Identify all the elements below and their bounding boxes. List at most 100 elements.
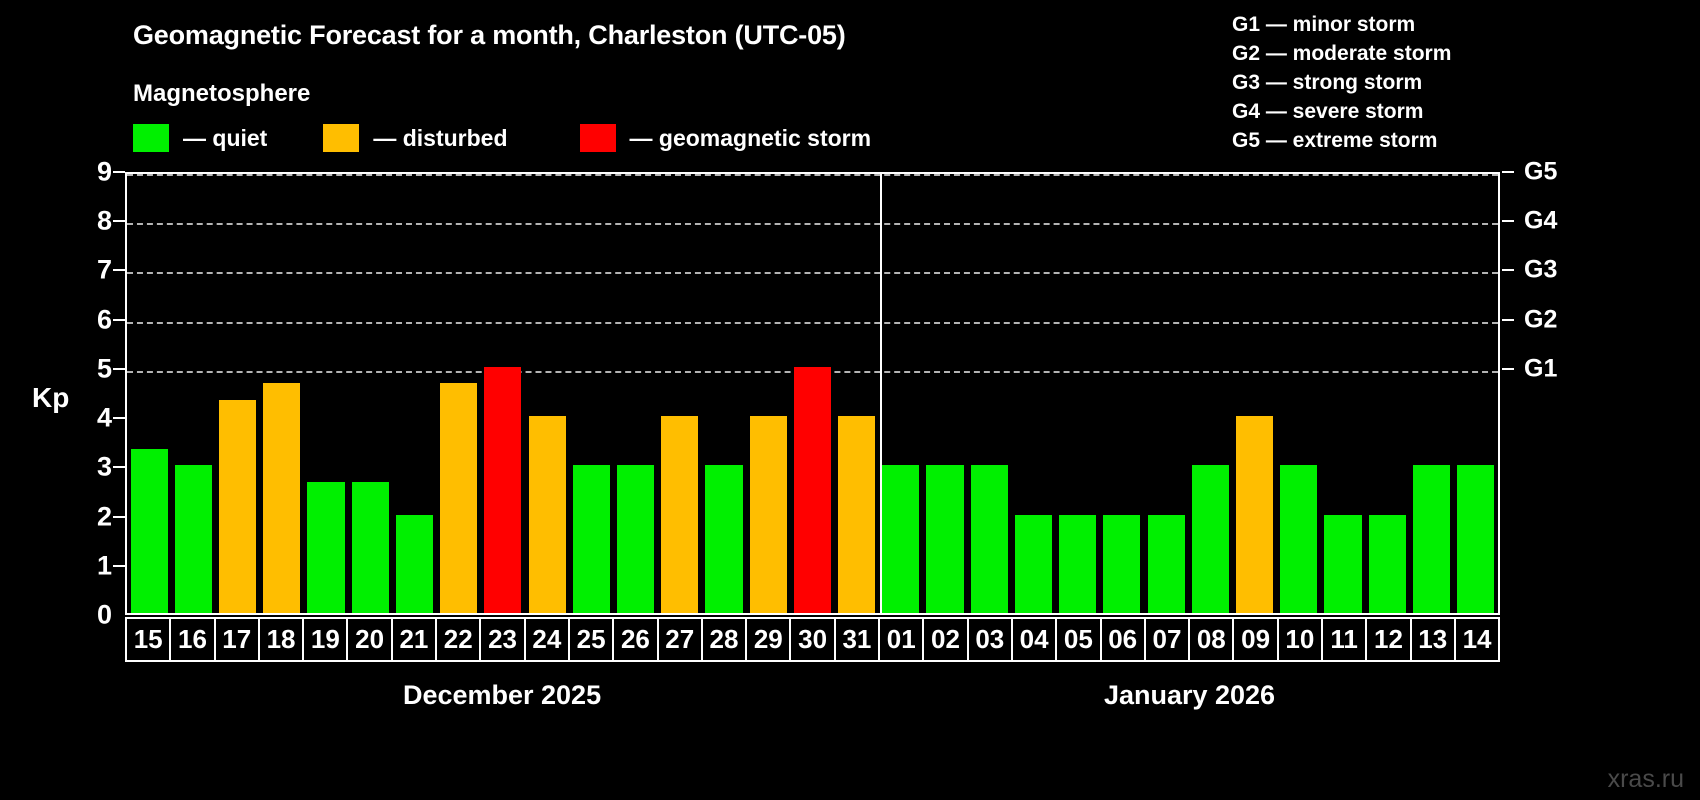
day-label-01[interactable]: 01: [878, 617, 925, 662]
day-label-14[interactable]: 14: [1453, 617, 1501, 662]
bar-day-30[interactable]: [793, 366, 831, 613]
bar-day-05[interactable]: [1059, 514, 1097, 613]
bar-slot: [1321, 174, 1365, 613]
day-label-06[interactable]: 06: [1099, 617, 1146, 662]
y-tick-label-1: 1: [96, 550, 112, 581]
day-label-17[interactable]: 17: [213, 617, 260, 662]
day-label-03[interactable]: 03: [966, 617, 1013, 662]
bar-day-03[interactable]: [970, 465, 1008, 613]
bar-day-22[interactable]: [440, 383, 478, 613]
day-label-18[interactable]: 18: [257, 617, 305, 662]
gridline-kp-8: [127, 223, 1498, 226]
y-tick-label-7: 7: [96, 254, 112, 285]
day-label-21[interactable]: 21: [390, 617, 438, 662]
day-label-31[interactable]: 31: [833, 617, 881, 662]
bar-day-08[interactable]: [1191, 465, 1229, 613]
y-tick-mark-3: [113, 466, 125, 469]
bar-day-20[interactable]: [351, 481, 389, 613]
watermark: xras.ru: [1607, 765, 1684, 793]
day-label-23[interactable]: 23: [479, 617, 526, 662]
bar-day-02[interactable]: [926, 465, 964, 613]
bar-slot: [658, 174, 702, 613]
legend-swatch-disturbed: [323, 124, 360, 152]
bar-day-23[interactable]: [484, 366, 522, 613]
bar-day-27[interactable]: [661, 416, 699, 613]
day-label-04[interactable]: 04: [1010, 617, 1058, 662]
day-label-08[interactable]: 08: [1188, 617, 1235, 662]
bar-slot: [879, 174, 923, 613]
y-tick-label-4: 4: [96, 402, 112, 433]
bar-slot: [923, 174, 967, 613]
plot-frame: [125, 172, 1500, 615]
bar-slot: [260, 174, 304, 613]
month-label-january: January 2026: [1103, 680, 1276, 710]
g-legend-row-1: G1 — minor storm: [1232, 13, 1416, 36]
day-label-row: 15 16 17 18 19 20 21 22 23 24 25 26 27 28 29 30 31 01 02 03…: [125, 617, 1501, 662]
bar-day-14[interactable]: [1457, 465, 1495, 613]
bar-slot: [171, 174, 215, 613]
bar-day-18[interactable]: [263, 383, 301, 613]
bar-slot: [569, 174, 613, 613]
bar-slot: [835, 174, 879, 613]
day-label-26[interactable]: 26: [612, 617, 659, 662]
day-label-09[interactable]: 09: [1232, 617, 1279, 662]
g-tick-mark-G1: [1502, 367, 1514, 370]
bar-slot: [1232, 174, 1276, 613]
bar-slot: [790, 174, 834, 613]
day-label-20[interactable]: 20: [346, 617, 393, 662]
day-label-28[interactable]: 28: [700, 617, 748, 662]
bar-day-19[interactable]: [307, 481, 345, 613]
day-label-13[interactable]: 13: [1409, 617, 1456, 662]
bar-slot: [702, 174, 746, 613]
bar-day-25[interactable]: [572, 465, 610, 613]
gridline-kp-6: [127, 321, 1498, 324]
bar-slot: [1277, 174, 1321, 613]
day-label-19[interactable]: 19: [302, 617, 349, 662]
bar-day-01[interactable]: [882, 465, 920, 613]
day-label-11[interactable]: 11: [1321, 617, 1368, 662]
day-label-02[interactable]: 02: [922, 617, 969, 662]
bar-day-28[interactable]: [705, 465, 743, 613]
gridline-kp-9: [127, 174, 1498, 176]
day-label-27[interactable]: 27: [656, 617, 703, 662]
day-label-15[interactable]: 15: [125, 617, 172, 662]
bar-day-26[interactable]: [616, 465, 655, 613]
bar-slot: [1011, 174, 1055, 613]
bar-day-13[interactable]: [1412, 465, 1451, 613]
bar-day-24[interactable]: [528, 416, 566, 613]
y-tick-mark-6: [113, 318, 125, 321]
legend-item-storm: — geomagnetic storm: [579, 124, 871, 152]
day-label-24[interactable]: 24: [523, 617, 570, 662]
day-label-12[interactable]: 12: [1365, 617, 1412, 662]
y-tick-label-9: 9: [96, 156, 112, 187]
bar-day-06[interactable]: [1103, 514, 1141, 613]
bar-day-07[interactable]: [1147, 514, 1185, 613]
legend-label-quiet: — quiet: [183, 124, 268, 151]
bar-slot: [348, 174, 392, 613]
bar-day-21[interactable]: [395, 514, 433, 613]
bar-day-15[interactable]: [130, 449, 168, 613]
day-label-10[interactable]: 10: [1276, 617, 1324, 662]
day-label-22[interactable]: 22: [435, 617, 482, 662]
bar-day-09[interactable]: [1236, 416, 1274, 613]
day-label-25[interactable]: 25: [567, 617, 615, 662]
bar-day-04[interactable]: [1014, 514, 1053, 613]
day-label-16[interactable]: 16: [169, 617, 216, 662]
bar-day-16[interactable]: [174, 465, 212, 613]
legend-label-disturbed: — disturbed: [373, 124, 508, 151]
bar-day-29[interactable]: [749, 416, 787, 613]
day-label-05[interactable]: 05: [1055, 617, 1102, 662]
bar-slot: [437, 174, 481, 613]
color-legend: — quiet — disturbed — geomagnetic storm: [133, 124, 871, 152]
g-tick-mark-G3: [1502, 269, 1514, 272]
g-tick-label-G3: G3: [1524, 255, 1558, 284]
bar-day-12[interactable]: [1368, 514, 1406, 613]
day-label-07[interactable]: 07: [1143, 617, 1191, 662]
day-label-30[interactable]: 30: [789, 617, 836, 662]
bar-day-11[interactable]: [1324, 514, 1362, 613]
bar-day-31[interactable]: [838, 416, 876, 613]
day-label-29[interactable]: 29: [745, 617, 792, 662]
bar-day-17[interactable]: [218, 399, 257, 613]
legend-item-quiet: — quiet: [133, 124, 267, 152]
bar-day-10[interactable]: [1280, 465, 1318, 613]
